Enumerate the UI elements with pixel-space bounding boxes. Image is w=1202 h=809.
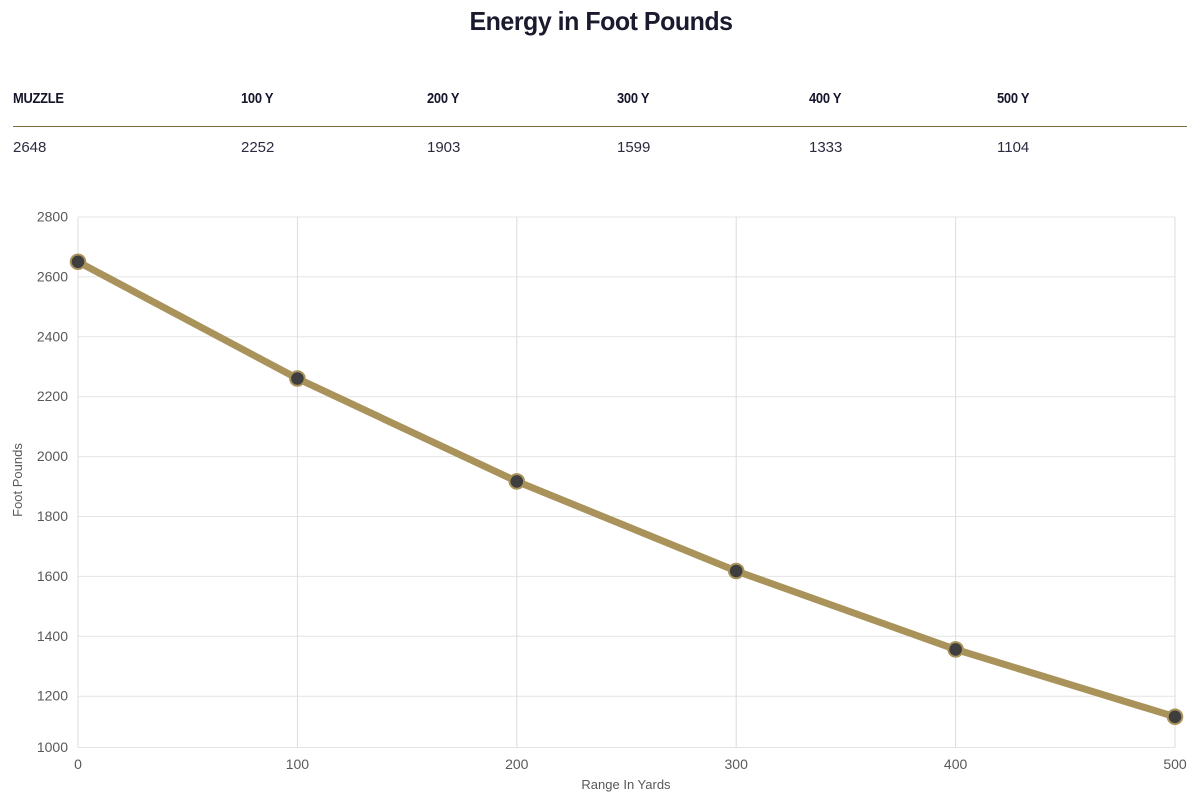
svg-text:300: 300: [725, 756, 749, 772]
svg-text:2600: 2600: [37, 268, 68, 284]
svg-text:1600: 1600: [37, 568, 68, 584]
svg-text:2800: 2800: [37, 209, 68, 225]
svg-text:Range In Yards: Range In Yards: [581, 777, 671, 792]
svg-text:500: 500: [1163, 756, 1187, 772]
svg-text:1800: 1800: [37, 508, 68, 524]
svg-text:0: 0: [74, 756, 82, 772]
svg-text:2400: 2400: [37, 328, 68, 344]
svg-text:1000: 1000: [37, 739, 68, 755]
svg-text:Foot Pounds: Foot Pounds: [10, 443, 25, 517]
svg-text:2200: 2200: [37, 388, 68, 404]
svg-text:400: 400: [944, 756, 968, 772]
svg-text:1200: 1200: [37, 688, 68, 704]
svg-text:200: 200: [505, 756, 529, 772]
svg-text:2000: 2000: [37, 448, 68, 464]
svg-text:1400: 1400: [37, 628, 68, 644]
svg-text:100: 100: [286, 756, 310, 772]
